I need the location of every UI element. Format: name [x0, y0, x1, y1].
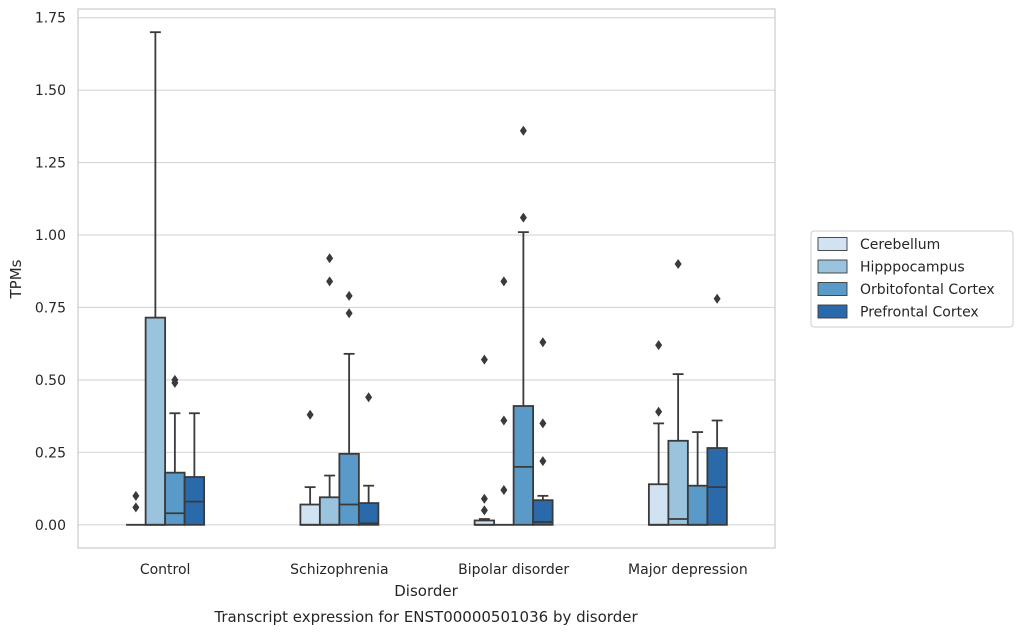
box-prefrontal-cortex	[706, 293, 728, 526]
y-tick-label: 1.75	[35, 11, 66, 27]
box-cerebellum	[647, 340, 670, 526]
box-iqr	[357, 502, 380, 526]
box-hipppocampus	[144, 31, 167, 526]
y-tick-label: 0.00	[35, 518, 66, 534]
x-axis-label: Disorder	[394, 582, 458, 600]
outlier-point	[674, 259, 682, 270]
box-iqr	[338, 452, 360, 526]
outlier-point	[500, 276, 508, 287]
legend-label: Hipppocampus	[860, 260, 965, 276]
outlier-point	[480, 505, 488, 516]
box-cerebellum	[126, 490, 146, 526]
y-tick-label: 0.50	[35, 373, 66, 389]
outlier-point	[132, 490, 140, 501]
plot-frame	[77, 8, 776, 549]
box-layer	[126, 31, 728, 526]
x-tick-label: Control	[140, 562, 191, 578]
y-axis-label: TPMs	[7, 259, 25, 299]
box-orbitofontal-cortex	[338, 290, 360, 526]
outlier-point	[655, 340, 663, 351]
box-iqr	[667, 439, 689, 526]
box-hipppocampus	[318, 253, 341, 526]
outlier-point	[500, 485, 508, 496]
outlier-point	[539, 337, 547, 348]
box-iqr	[318, 496, 341, 526]
outlier-point	[539, 418, 547, 429]
outlier-point	[326, 276, 334, 287]
legend-swatch	[817, 259, 848, 274]
legend-label: Cerebellum	[860, 237, 940, 253]
outlier-point	[132, 502, 140, 513]
y-tick-label: 0.75	[35, 300, 66, 316]
y-tick-labels: 0.00 0.25 0.50 0.75 1.00 1.25 1.50 1.75	[35, 11, 66, 534]
outlier-point	[480, 493, 488, 504]
legend: Cerebellum Hipppocampus Orbitofontal Corte…	[810, 230, 1014, 328]
outlier-point	[655, 406, 663, 417]
outlier-point	[480, 354, 488, 365]
box-iqr	[532, 499, 554, 526]
box-hipppocampus	[667, 259, 689, 526]
x-tick-label: Schizophrenia	[290, 562, 388, 578]
box-prefrontal-cortex	[183, 412, 206, 526]
chart-title: Transcript expression for ENST0000050103…	[213, 608, 638, 626]
legend-label: Prefrontal Cortex	[860, 305, 979, 321]
x-tick-label: Bipolar disorder	[458, 562, 569, 578]
legend-swatch	[817, 282, 848, 296]
box-iqr	[512, 405, 535, 526]
outlier-point	[519, 125, 527, 136]
outlier-point	[306, 409, 314, 420]
legend-frame	[810, 230, 1014, 328]
x-tick-labels: Control Schizophrenia Bipolar disorder Majo…	[140, 562, 748, 578]
y-tick-label: 0.25	[35, 445, 66, 461]
outlier-point	[345, 308, 353, 319]
y-tick-label: 1.00	[35, 228, 66, 244]
box-iqr	[164, 471, 186, 526]
outlier-point	[171, 374, 179, 385]
box-iqr	[299, 503, 321, 526]
box-orbitofontal-cortex	[686, 431, 709, 526]
box-prefrontal-cortex	[357, 392, 380, 526]
outlier-point	[500, 415, 508, 426]
legend-swatch	[817, 237, 848, 251]
box-cerebellum	[299, 409, 321, 526]
outlier-point	[345, 290, 353, 301]
box-orbitofontal-cortex	[512, 125, 535, 526]
y-tick-label: 1.25	[35, 156, 66, 172]
x-tick-label: Major depression	[628, 562, 748, 578]
outlier-point	[539, 456, 547, 467]
outlier-point	[519, 212, 527, 223]
outlier-point	[326, 253, 334, 264]
legend-swatch	[817, 304, 848, 319]
y-tick-label: 1.50	[35, 83, 66, 99]
box-iqr	[144, 316, 167, 526]
outlier-point	[713, 293, 721, 304]
box-iqr	[647, 483, 670, 526]
box-orbitofontal-cortex	[164, 374, 186, 526]
box-hipppocampus	[494, 276, 514, 526]
box-iqr	[686, 484, 709, 526]
legend-label: Orbitofontal Cortex	[860, 282, 995, 298]
box-prefrontal-cortex	[532, 337, 554, 526]
outlier-point	[365, 392, 373, 403]
box-cerebellum	[473, 354, 496, 526]
